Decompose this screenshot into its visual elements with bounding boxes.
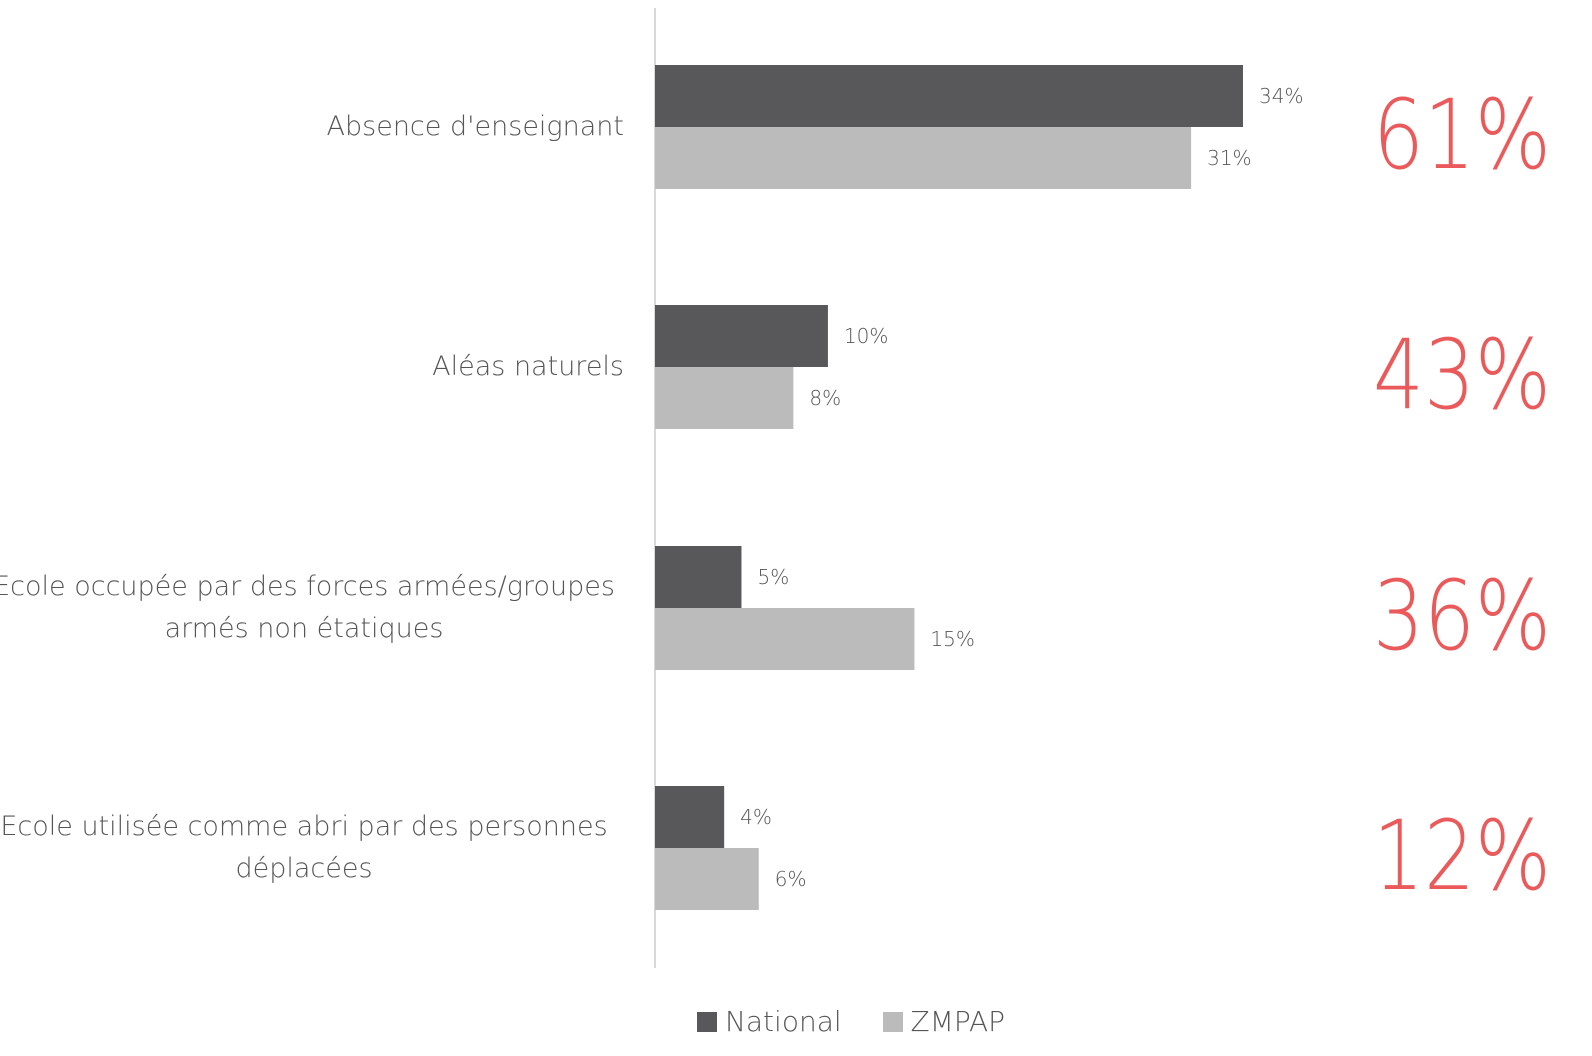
bar-zmpap-3 bbox=[655, 848, 759, 910]
category-label-line-1-0: Aléas naturels bbox=[432, 351, 624, 382]
category-label-3: Ecole utilisée comme abri par des person… bbox=[0, 806, 624, 890]
legend-item-national: National bbox=[696, 1005, 842, 1038]
category-label-line-3-0: Ecole utilisée comme abri par des person… bbox=[0, 811, 608, 842]
category-label-line-0-0: Absence d'enseignant bbox=[326, 111, 624, 142]
legend-swatch-national bbox=[696, 1011, 717, 1032]
category-label-line-3-1: déplacées bbox=[235, 853, 373, 884]
legend-swatch-zmpap bbox=[882, 1011, 903, 1032]
legend: National ZMPAP bbox=[0, 1005, 1592, 1039]
bar-zmpap-0 bbox=[655, 127, 1192, 189]
category-label-1: Aléas naturels bbox=[0, 346, 624, 388]
data-label-national-2: 5% bbox=[757, 565, 789, 589]
total-annotation-1: 43% bbox=[1373, 319, 1551, 431]
data-label-zmpap-2: 15% bbox=[930, 627, 974, 651]
category-label-line-2-0: Ecole occupée par des forces armées/grou… bbox=[0, 571, 615, 602]
data-label-zmpap-3: 6% bbox=[775, 867, 807, 891]
data-label-national-0: 34% bbox=[1259, 84, 1303, 108]
data-label-zmpap-1: 8% bbox=[809, 386, 841, 410]
data-label-national-1: 10% bbox=[844, 324, 888, 348]
category-label-2: Ecole occupée par des forces armées/grou… bbox=[0, 566, 624, 650]
bar-national-1 bbox=[655, 305, 828, 367]
data-label-national-3: 4% bbox=[740, 805, 772, 829]
total-annotation-2: 36% bbox=[1373, 560, 1551, 672]
total-annotation-3: 12% bbox=[1373, 800, 1551, 912]
legend-label-national: National bbox=[724, 1005, 842, 1038]
category-label-line-2-1: armés non étatiques bbox=[164, 613, 444, 644]
bar-national-3 bbox=[655, 786, 725, 848]
bar-zmpap-1 bbox=[655, 367, 794, 429]
legend-item-zmpap: ZMPAP bbox=[882, 1005, 1006, 1038]
category-label-0: Absence d'enseignant bbox=[0, 106, 624, 148]
bar-national-0 bbox=[655, 65, 1243, 127]
bar-national-2 bbox=[655, 546, 742, 608]
bar-zmpap-2 bbox=[655, 608, 915, 670]
data-label-zmpap-0: 31% bbox=[1207, 146, 1251, 170]
total-annotation-0: 61% bbox=[1373, 79, 1551, 191]
legend-label-zmpap: ZMPAP bbox=[910, 1005, 1006, 1038]
